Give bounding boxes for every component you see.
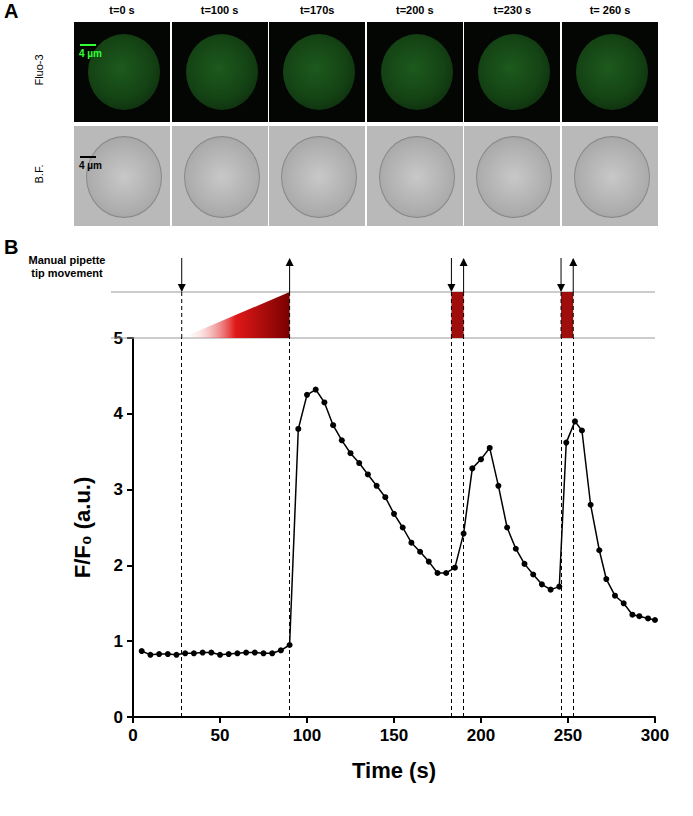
html-text:B.F.: B.F. xyxy=(33,164,45,184)
svg-text:3: 3 xyxy=(114,480,123,499)
html-text:4 µm: 4 µm xyxy=(79,48,102,59)
svg-text:5: 5 xyxy=(113,328,123,348)
html-text:A: A xyxy=(4,0,19,22)
html-text:t=100 s: t=100 s xyxy=(200,4,239,16)
svg-text:Time (s): Time (s) xyxy=(352,758,436,783)
html-text:t=230 s: t=230 s xyxy=(493,4,532,16)
html-text:B: B xyxy=(4,236,19,258)
svg-text:250: 250 xyxy=(554,726,582,745)
svg-text:100: 100 xyxy=(293,726,321,745)
svg-text:300: 300 xyxy=(641,726,669,745)
html-text:t=170s: t=170s xyxy=(299,4,335,16)
svg-text:2: 2 xyxy=(114,556,123,575)
html-text:t= 260 s: t= 260 s xyxy=(589,4,631,16)
html-text:Manual pipette tip movement: Manual pipette tip movement xyxy=(28,254,106,279)
svg-text:0: 0 xyxy=(114,708,123,727)
svg-text:50: 50 xyxy=(211,726,230,745)
svg-text:150: 150 xyxy=(380,726,408,745)
html-text:t=0 s: t=0 s xyxy=(109,4,135,16)
svg-text:200: 200 xyxy=(467,726,495,745)
html-text:Fluo-3: Fluo-3 xyxy=(33,54,45,86)
svg-text:F/F₀ (a.u.): F/F₀ (a.u.) xyxy=(70,477,95,579)
svg-text:1: 1 xyxy=(114,632,123,651)
html-text:4 µm: 4 µm xyxy=(79,160,102,171)
svg-text:4: 4 xyxy=(114,404,124,423)
html-text:t=200 s: t=200 s xyxy=(396,4,434,16)
svg-text:0: 0 xyxy=(128,726,137,745)
